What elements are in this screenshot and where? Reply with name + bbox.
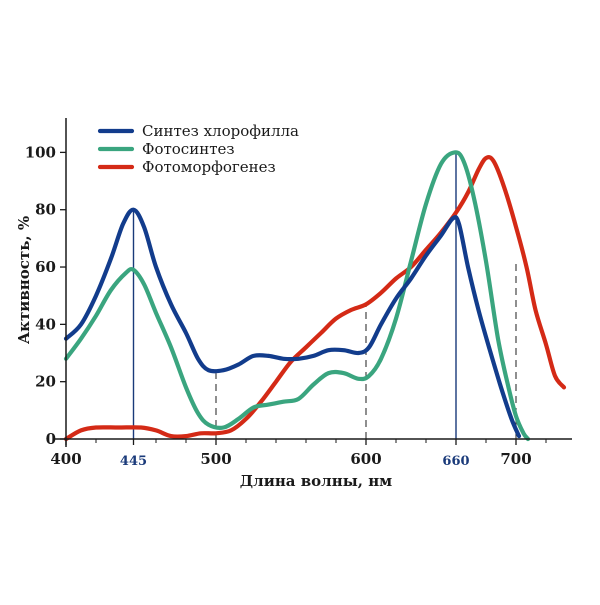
x-tick-label-600: 600 <box>350 450 381 468</box>
y-tick-label-80: 80 <box>35 201 56 219</box>
y-axis-title: Активность, % <box>15 216 33 344</box>
series-line-3 <box>63 155 567 442</box>
y-tick-label-0: 0 <box>46 430 56 448</box>
series-line-1 <box>63 207 522 439</box>
x-ticks: 400 445 500 600 660 700 <box>50 439 547 469</box>
x-axis-title: Длина волны, нм <box>240 472 392 490</box>
legend-label-2: Фотосинтез <box>142 140 235 158</box>
x-tick-label-660: 660 <box>442 454 469 469</box>
legend-label-3: Фотоморфогенез <box>142 158 276 176</box>
series-line-2 <box>63 150 531 442</box>
x-tick-label-500: 500 <box>200 450 231 468</box>
y-tick-label-20: 20 <box>35 373 56 391</box>
legend-label-1: Синтез хлорофилла <box>142 122 299 140</box>
x-tick-label-400: 400 <box>50 450 81 468</box>
x-tick-label-445: 445 <box>120 454 147 469</box>
series-layer <box>63 150 567 442</box>
reference-lines <box>132 152 517 439</box>
y-tick-label-40: 40 <box>35 315 56 333</box>
y-ticks: 0 20 40 60 80 100 <box>25 143 66 448</box>
legend: Синтез хлорофиллаФотосинтезФотоморфогене… <box>97 122 299 176</box>
y-tick-label-60: 60 <box>35 258 56 276</box>
x-tick-label-700: 700 <box>500 450 531 468</box>
y-tick-label-100: 100 <box>25 143 56 161</box>
